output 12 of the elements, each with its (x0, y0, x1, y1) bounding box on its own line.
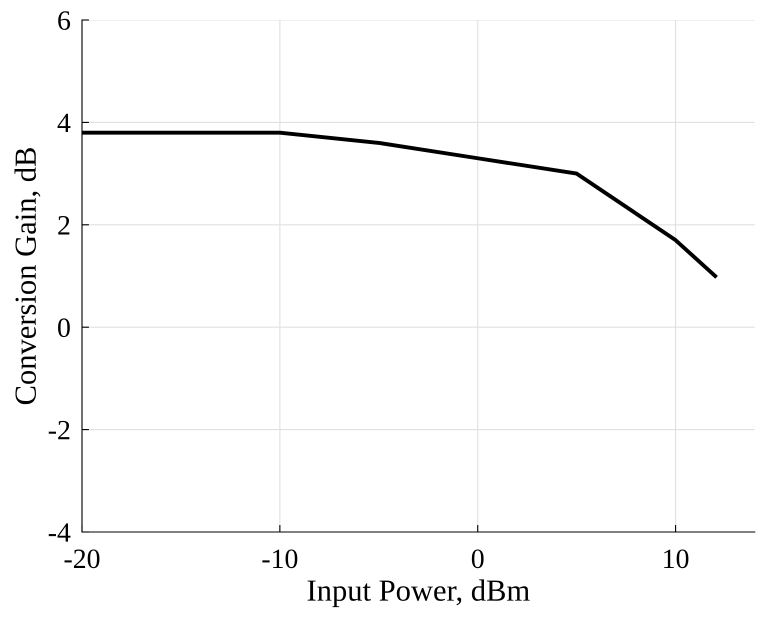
x-tick-label: -10 (262, 549, 298, 568)
x-tick-label: 0 (472, 549, 484, 568)
y-tick-label: -2 (48, 420, 70, 440)
x-tick-label: 10 (664, 549, 688, 568)
x-axis-title: Input Power, dBm (308, 579, 530, 608)
y-tick-label: 4 (58, 114, 70, 132)
y-tick-label: 6 (58, 11, 70, 30)
y-axis-title: Conversion Gain, dB (14, 148, 40, 404)
y-tick-label: 0 (58, 318, 70, 338)
y-tick-label: 2 (58, 216, 70, 234)
y-tick-label: -4 (48, 523, 70, 542)
x-tick-label: -20 (64, 549, 100, 568)
